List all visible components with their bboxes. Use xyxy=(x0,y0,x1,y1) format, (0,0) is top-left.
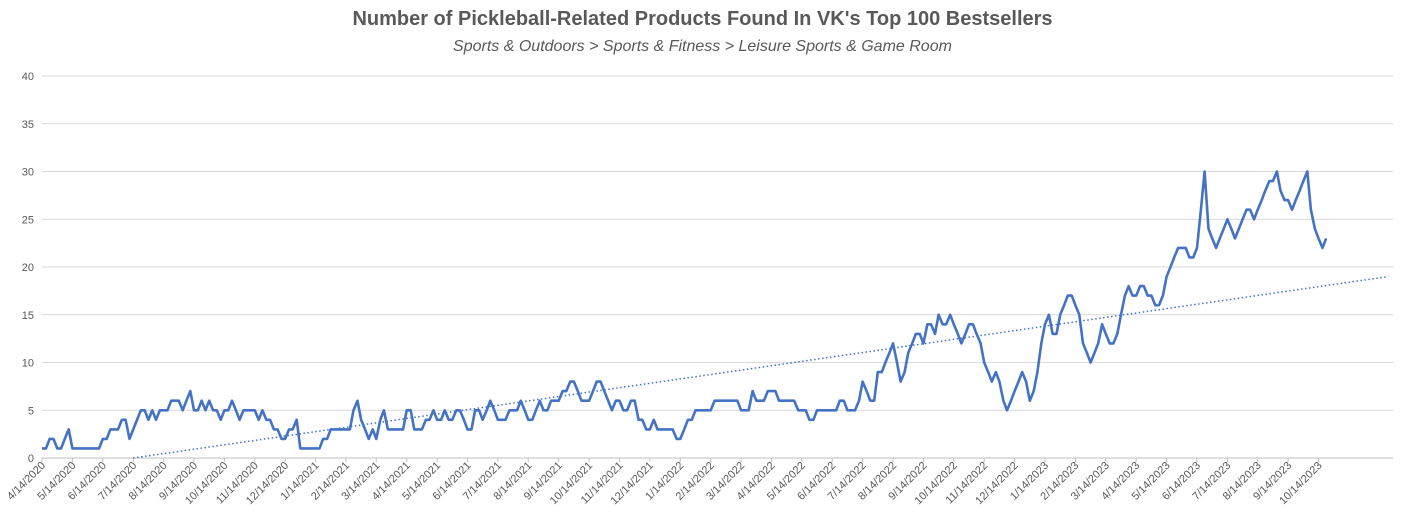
chart-title: Number of Pickleball-Related Products Fo… xyxy=(352,8,1053,30)
y-tick-label: 5 xyxy=(28,405,34,417)
y-tick-label: 40 xyxy=(22,71,34,83)
y-tick-label: 10 xyxy=(22,358,34,370)
y-tick-label: 15 xyxy=(22,310,34,322)
gridlines xyxy=(42,75,1393,411)
y-tick-label: 30 xyxy=(22,167,34,179)
x-axis-ticks: 4/14/20205/14/20206/14/20207/14/20208/14… xyxy=(5,458,1325,507)
y-tick-label: 20 xyxy=(22,262,34,274)
y-axis-ticks: 0 5 10 15 20 25 30 35 40 xyxy=(22,71,34,465)
y-tick-label: 0 xyxy=(28,453,34,465)
chart-subtitle: Sports & Outdoors > Sports & Fitness > L… xyxy=(453,38,952,55)
series-line xyxy=(42,170,1328,450)
y-tick-label: 35 xyxy=(22,119,34,131)
trendline xyxy=(133,275,1389,459)
y-tick-label: 25 xyxy=(22,214,34,226)
